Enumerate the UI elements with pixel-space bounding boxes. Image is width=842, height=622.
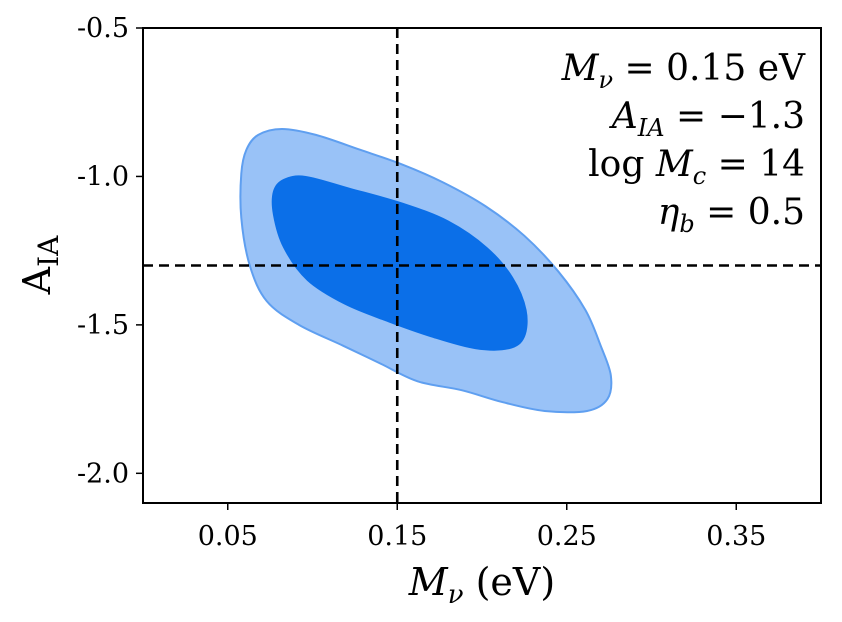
annotation-prefix: log <box>588 144 656 185</box>
annotation-value: = 0.15 eV <box>613 48 806 89</box>
parameter-annotations: Mν = 0.15 eV AIA = −1.3 log Mc = 14 ηb =… <box>561 48 806 238</box>
annotation-subscript: ν <box>598 66 613 94</box>
x-tick-label: 0.15 <box>367 521 427 552</box>
annotation-symbol: M <box>655 144 694 185</box>
y-tick-label: -0.5 <box>77 13 129 44</box>
reference-lines-layer <box>143 28 821 503</box>
x-axis-label: Mν (eV) <box>408 560 555 610</box>
annotation-value: = 14 <box>706 144 805 185</box>
x-axis: 0.05 0.15 0.25 0.35 <box>198 503 766 552</box>
x-tick-label: 0.25 <box>537 521 597 552</box>
annotation-value: = 0.5 <box>695 192 805 233</box>
y-tick-label: -1.5 <box>77 310 129 341</box>
annotation-value: = −1.3 <box>665 96 805 137</box>
contours-layer <box>239 127 613 414</box>
annotation-subscript: c <box>693 162 706 190</box>
x-tick-label: 0.05 <box>198 521 258 552</box>
annotation-symbol: M <box>561 48 600 89</box>
y-tick-label: -2.0 <box>77 458 129 489</box>
x-axis-label-symbol: M <box>408 560 449 604</box>
annotation-subscript: b <box>679 210 694 238</box>
y-axis-label: AIA <box>15 235 65 296</box>
inner-contour-region <box>271 175 528 351</box>
y-axis-label-symbol: A <box>15 266 59 295</box>
annotation-subscript: IA <box>637 114 665 142</box>
annotation-line: log Mc = 14 <box>588 144 805 190</box>
y-axis-label-subscript: IA <box>32 235 65 267</box>
x-tick-label: 0.35 <box>706 521 766 552</box>
x-axis-label-subscript: ν <box>448 580 464 610</box>
annotation-line: Mν = 0.15 eV <box>561 48 806 94</box>
x-axis-label-units: (eV) <box>464 560 556 604</box>
annotation-line: ηb = 0.5 <box>658 192 805 238</box>
annotation-symbol: η <box>658 192 680 233</box>
annotation-symbol: A <box>609 96 638 137</box>
y-tick-label: -1.0 <box>77 161 129 192</box>
plot-frame <box>142 27 822 504</box>
y-axis: -0.5 -1.0 -1.5 -2.0 <box>77 13 143 489</box>
annotation-line: AIA = −1.3 <box>609 96 805 142</box>
